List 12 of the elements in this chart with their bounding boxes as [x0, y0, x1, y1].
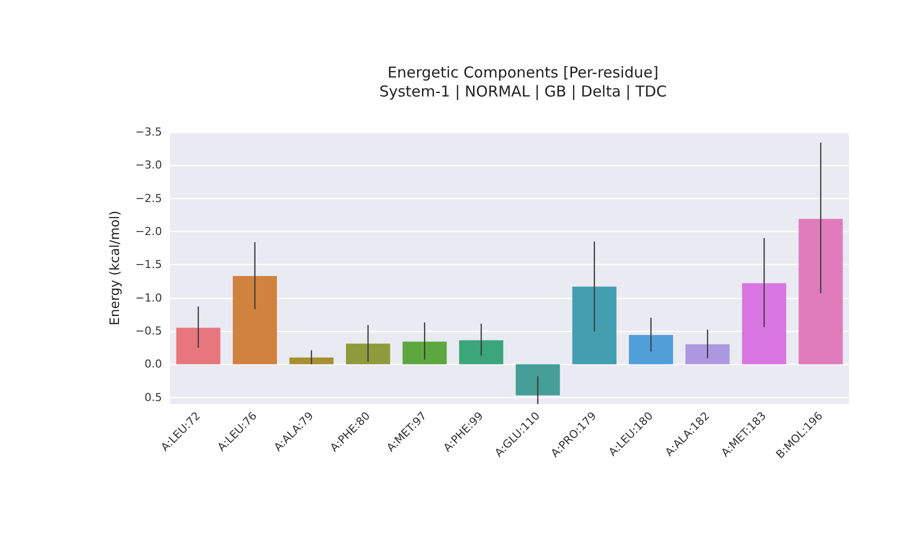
- chart-title: Energetic Components [Per-residue]: [388, 64, 658, 82]
- y-tick-label: −2.0: [135, 225, 162, 238]
- y-axis-title: Energy (kcal/mol): [108, 210, 123, 326]
- y-tick-label: −3.5: [135, 126, 162, 138]
- y-tick-label: −1.0: [135, 291, 162, 304]
- chart-subtitle: System-1 | NORMAL | GB | Delta | TDC: [379, 82, 667, 100]
- y-tick-label: −1.5: [135, 258, 162, 272]
- y-tick-label: −3.0: [135, 158, 162, 172]
- y-tick-label: 0.0: [144, 358, 162, 371]
- y-tick-label: −0.5: [135, 324, 162, 338]
- y-tick-label: −2.5: [135, 192, 162, 205]
- y-tick-label: 0.5: [144, 390, 162, 404]
